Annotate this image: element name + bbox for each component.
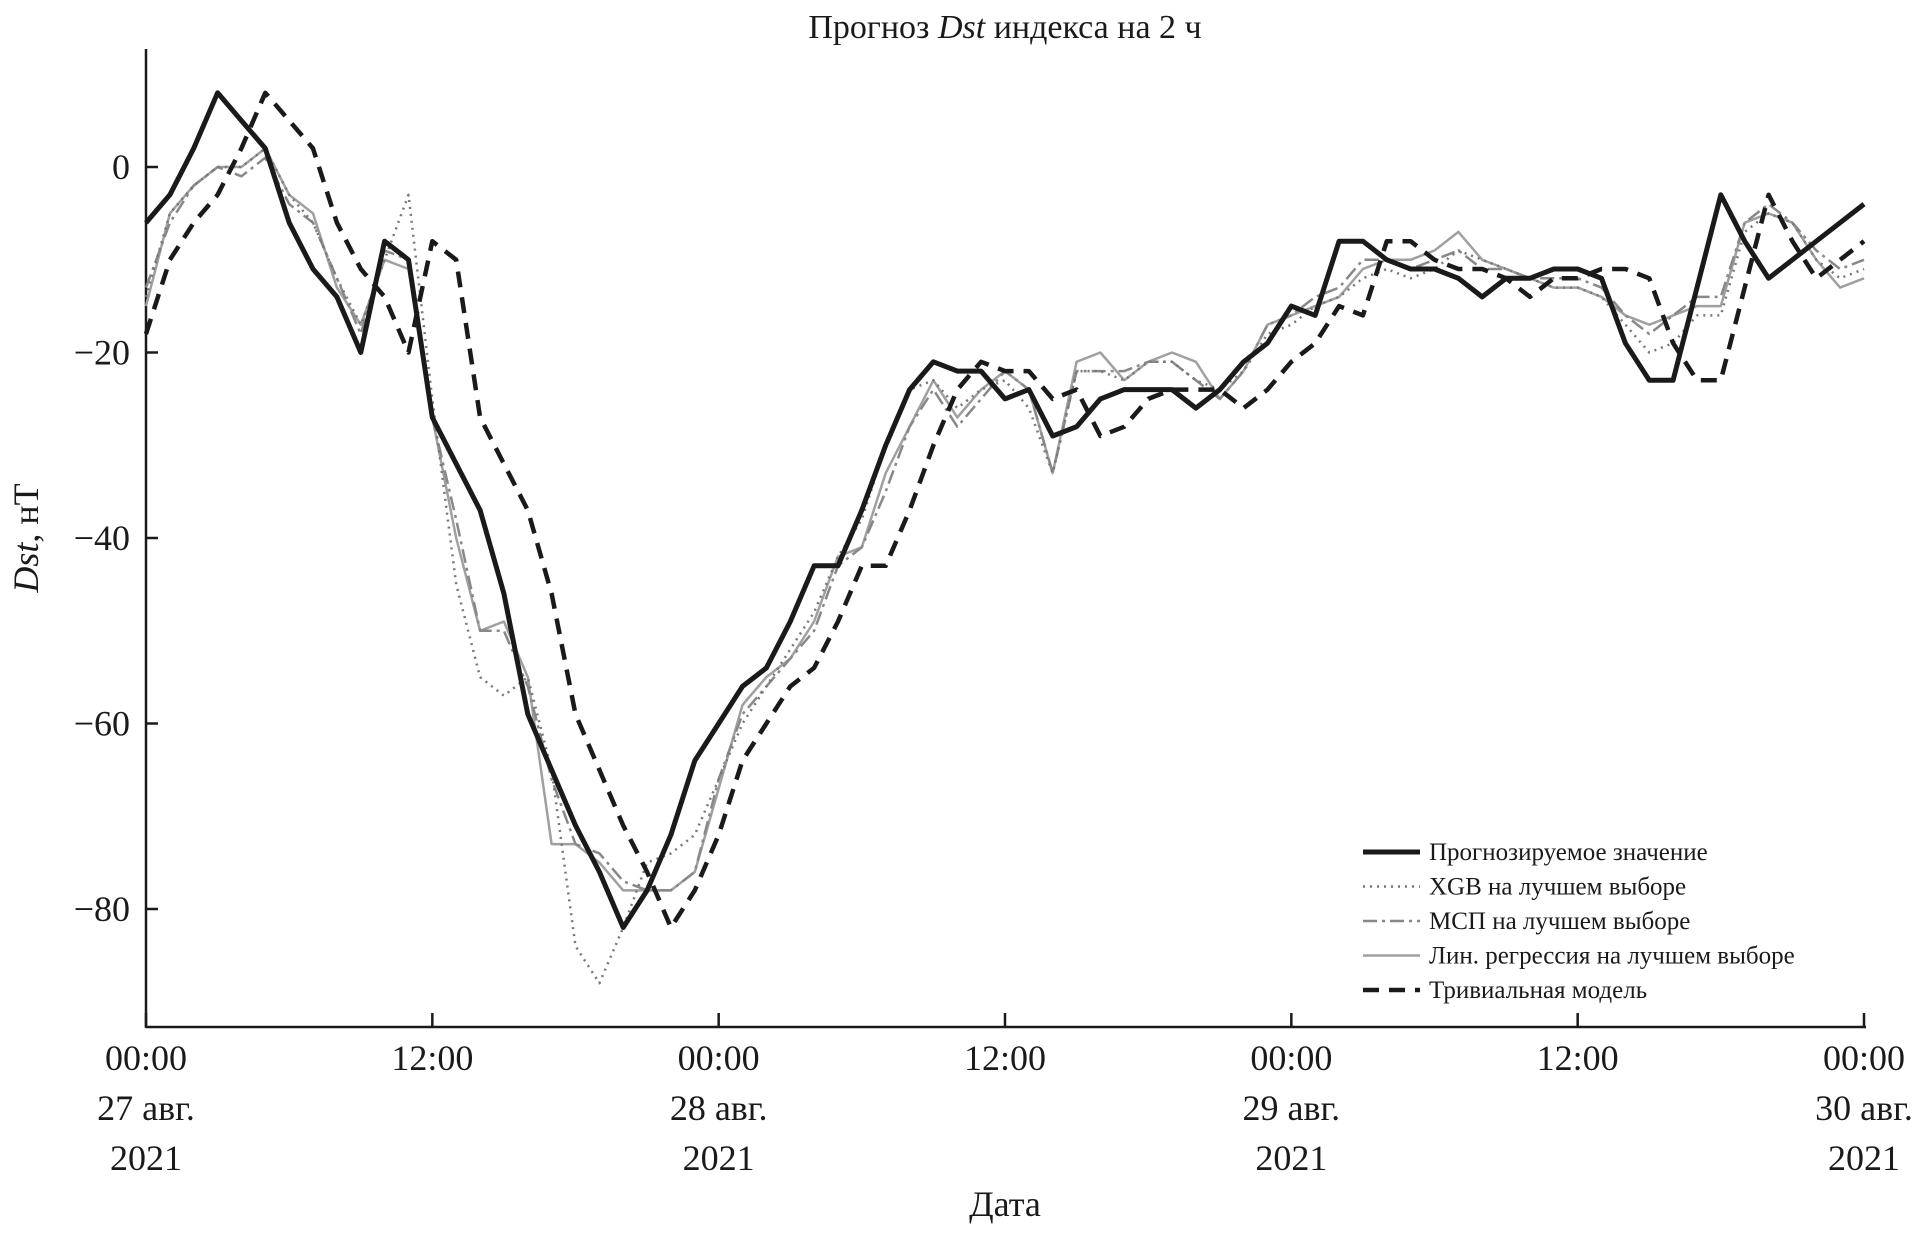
y-tick-label: −20 (74, 333, 130, 373)
chart-title: Прогноз Dst индекса на 2 ч (808, 9, 1201, 46)
legend-label: Тривиальная модель (1429, 977, 1647, 1004)
x-tick-label: 2021 (110, 1138, 182, 1178)
x-tick-label: 00:00 (1250, 1038, 1332, 1078)
x-tick-label: 2021 (683, 1138, 755, 1178)
y-tick-label: −80 (74, 889, 130, 929)
x-tick-label: 12:00 (1537, 1038, 1619, 1078)
chart-title-suffix: индекса на 2 ч (985, 9, 1201, 46)
x-tick-label: 2021 (1828, 1138, 1900, 1178)
legend-label: Прогнозируемое значение (1429, 839, 1708, 866)
x-tick-label: 00:00 (1823, 1038, 1905, 1078)
x-tick-label: 12:00 (964, 1038, 1046, 1078)
x-axis-label: Дата (969, 1184, 1041, 1224)
y-tick-label: −40 (74, 518, 130, 558)
y-tick-label: 0 (112, 147, 130, 187)
x-tick-label: 29 авг. (1242, 1088, 1340, 1128)
y-tick-label: −60 (74, 704, 130, 744)
y-axis-label-unit: , нТ (6, 483, 46, 542)
series-line-1 (144, 147, 1865, 985)
series-line-3 (144, 147, 1865, 892)
x-tick-label: 00:00 (105, 1038, 187, 1078)
legend-label: Лин. регрессия на лучшем выборе (1429, 943, 1795, 970)
series-line-0 (144, 90, 1866, 930)
x-tick-label: 00:00 (678, 1038, 760, 1078)
legend-label: МСП на лучшем выборе (1429, 908, 1690, 935)
x-tick-label: 28 авг. (670, 1088, 768, 1128)
chart-title-italic: Dst (937, 9, 987, 46)
legend-label: XGB на лучшем выборе (1429, 874, 1686, 901)
legend: Прогнозируемое значение XGB на лучшем выб… (1363, 839, 1795, 1004)
x-tick-label: 30 авг. (1815, 1088, 1913, 1128)
y-axis-label: Dst, нТ (6, 483, 46, 593)
chart-title-prefix: Прогноз (808, 9, 938, 46)
y-axis-label-italic: Dst (6, 542, 46, 594)
x-tick-label: 12:00 (391, 1038, 473, 1078)
x-tick-label: 27 авг. (97, 1088, 195, 1128)
x-tick-label: 2021 (1255, 1138, 1327, 1178)
series-line-4 (143, 90, 1866, 930)
